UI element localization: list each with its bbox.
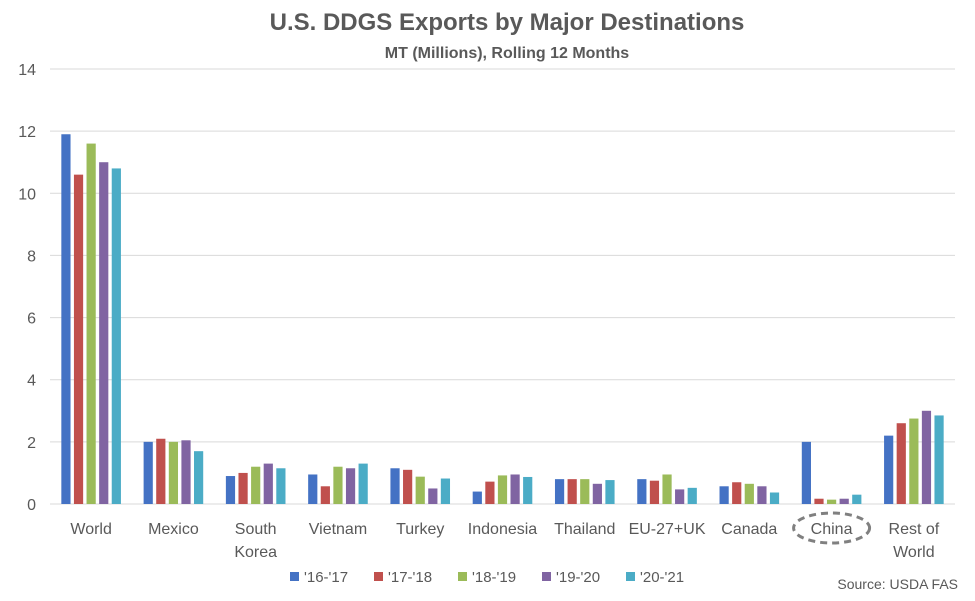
bar bbox=[719, 486, 729, 504]
bar bbox=[934, 415, 944, 504]
bar bbox=[884, 435, 894, 504]
bar bbox=[320, 486, 330, 504]
x-tick-label: China bbox=[811, 521, 853, 538]
bar bbox=[308, 474, 318, 504]
y-axis-tick-labels: 0 2 4 6 8 10 12 14 bbox=[18, 62, 36, 514]
x-tick-label: Indonesia bbox=[468, 521, 537, 538]
y-tick-label: 12 bbox=[18, 124, 36, 141]
bar bbox=[472, 491, 482, 504]
bar bbox=[168, 441, 179, 504]
x-tick-label: EU-27+UK bbox=[629, 521, 706, 538]
bar bbox=[554, 479, 565, 504]
y-tick-label: 2 bbox=[27, 435, 36, 452]
y-tick-label: 0 bbox=[27, 497, 36, 514]
bar bbox=[605, 480, 615, 504]
bar bbox=[251, 466, 261, 504]
x-tick-label: World bbox=[70, 521, 112, 538]
bar bbox=[194, 451, 204, 504]
bar bbox=[814, 498, 824, 504]
bar bbox=[567, 479, 577, 504]
legend: '16-'17 '17-'18 '18-'19 '19-'20 '20-'21 bbox=[290, 569, 684, 586]
bar bbox=[523, 476, 533, 504]
legend-label: '18-'19 bbox=[472, 569, 516, 586]
legend-swatch bbox=[290, 572, 299, 581]
legend-label: '17-'18 bbox=[388, 569, 432, 586]
y-tick-label: 10 bbox=[18, 186, 36, 203]
legend-swatch bbox=[374, 572, 383, 581]
bar bbox=[675, 489, 685, 504]
bar bbox=[592, 483, 602, 504]
legend-label: '20-'21 bbox=[640, 569, 684, 586]
bar bbox=[276, 468, 286, 504]
y-tick-label: 8 bbox=[27, 248, 36, 265]
y-tick-label: 4 bbox=[27, 373, 36, 390]
x-tick-label: Korea bbox=[234, 544, 277, 561]
bar bbox=[390, 468, 400, 504]
bar bbox=[111, 168, 121, 504]
bar bbox=[637, 479, 647, 504]
bars bbox=[61, 134, 944, 505]
bar bbox=[485, 481, 495, 504]
bar bbox=[580, 479, 590, 504]
bar bbox=[921, 410, 932, 504]
x-tick-label: Vietnam bbox=[309, 521, 367, 538]
legend-swatch bbox=[458, 572, 467, 581]
bar bbox=[769, 492, 780, 504]
bar bbox=[415, 476, 425, 504]
x-tick-label: Rest of bbox=[889, 521, 940, 538]
bar bbox=[181, 440, 191, 504]
x-tick-label: Thailand bbox=[554, 521, 615, 538]
y-tick-label: 6 bbox=[27, 311, 36, 328]
chart-subtitle: MT (Millions), Rolling 12 Months bbox=[385, 45, 630, 62]
bar bbox=[263, 463, 273, 504]
legend-label: '19-'20 bbox=[556, 569, 600, 586]
gridlines bbox=[50, 68, 955, 505]
bar bbox=[510, 474, 520, 504]
x-tick-label: Turkey bbox=[396, 521, 444, 538]
bar bbox=[403, 469, 413, 504]
bar bbox=[86, 143, 96, 505]
bar bbox=[428, 488, 438, 504]
bar bbox=[238, 472, 248, 504]
bar bbox=[99, 162, 109, 504]
bar bbox=[852, 494, 862, 504]
bar bbox=[440, 478, 451, 504]
bar bbox=[156, 438, 166, 504]
bar bbox=[744, 483, 754, 504]
x-tick-label: South bbox=[235, 521, 277, 538]
bar bbox=[649, 480, 660, 504]
bar bbox=[497, 475, 508, 504]
bar bbox=[801, 441, 811, 504]
bar bbox=[757, 486, 767, 504]
bar bbox=[732, 482, 742, 504]
legend-swatch bbox=[626, 572, 635, 581]
x-tick-label: World bbox=[893, 544, 935, 561]
bar bbox=[225, 476, 236, 504]
chart-title: U.S. DDGS Exports by Major Destinations bbox=[270, 9, 745, 36]
bar bbox=[909, 418, 919, 504]
bar bbox=[839, 498, 849, 504]
y-tick-label: 14 bbox=[18, 62, 36, 79]
bar bbox=[662, 474, 672, 504]
x-tick-label: Canada bbox=[721, 521, 777, 538]
bar bbox=[896, 423, 906, 504]
source-note: Source: USDA FAS bbox=[837, 576, 958, 592]
china-highlight-ellipse bbox=[792, 511, 872, 545]
bar bbox=[333, 466, 343, 504]
bar bbox=[358, 463, 368, 504]
bar bbox=[61, 134, 71, 504]
bar bbox=[143, 441, 153, 504]
x-tick-label: Mexico bbox=[148, 521, 199, 538]
x-axis-category-labels: World Mexico South Korea Vietnam Turkey Indone… bbox=[70, 521, 939, 561]
legend-label: '16-'17 bbox=[304, 569, 348, 586]
bar bbox=[826, 499, 837, 504]
bar bbox=[687, 487, 697, 504]
bar bbox=[345, 468, 356, 504]
legend-swatch bbox=[542, 572, 551, 581]
bar bbox=[73, 174, 84, 504]
